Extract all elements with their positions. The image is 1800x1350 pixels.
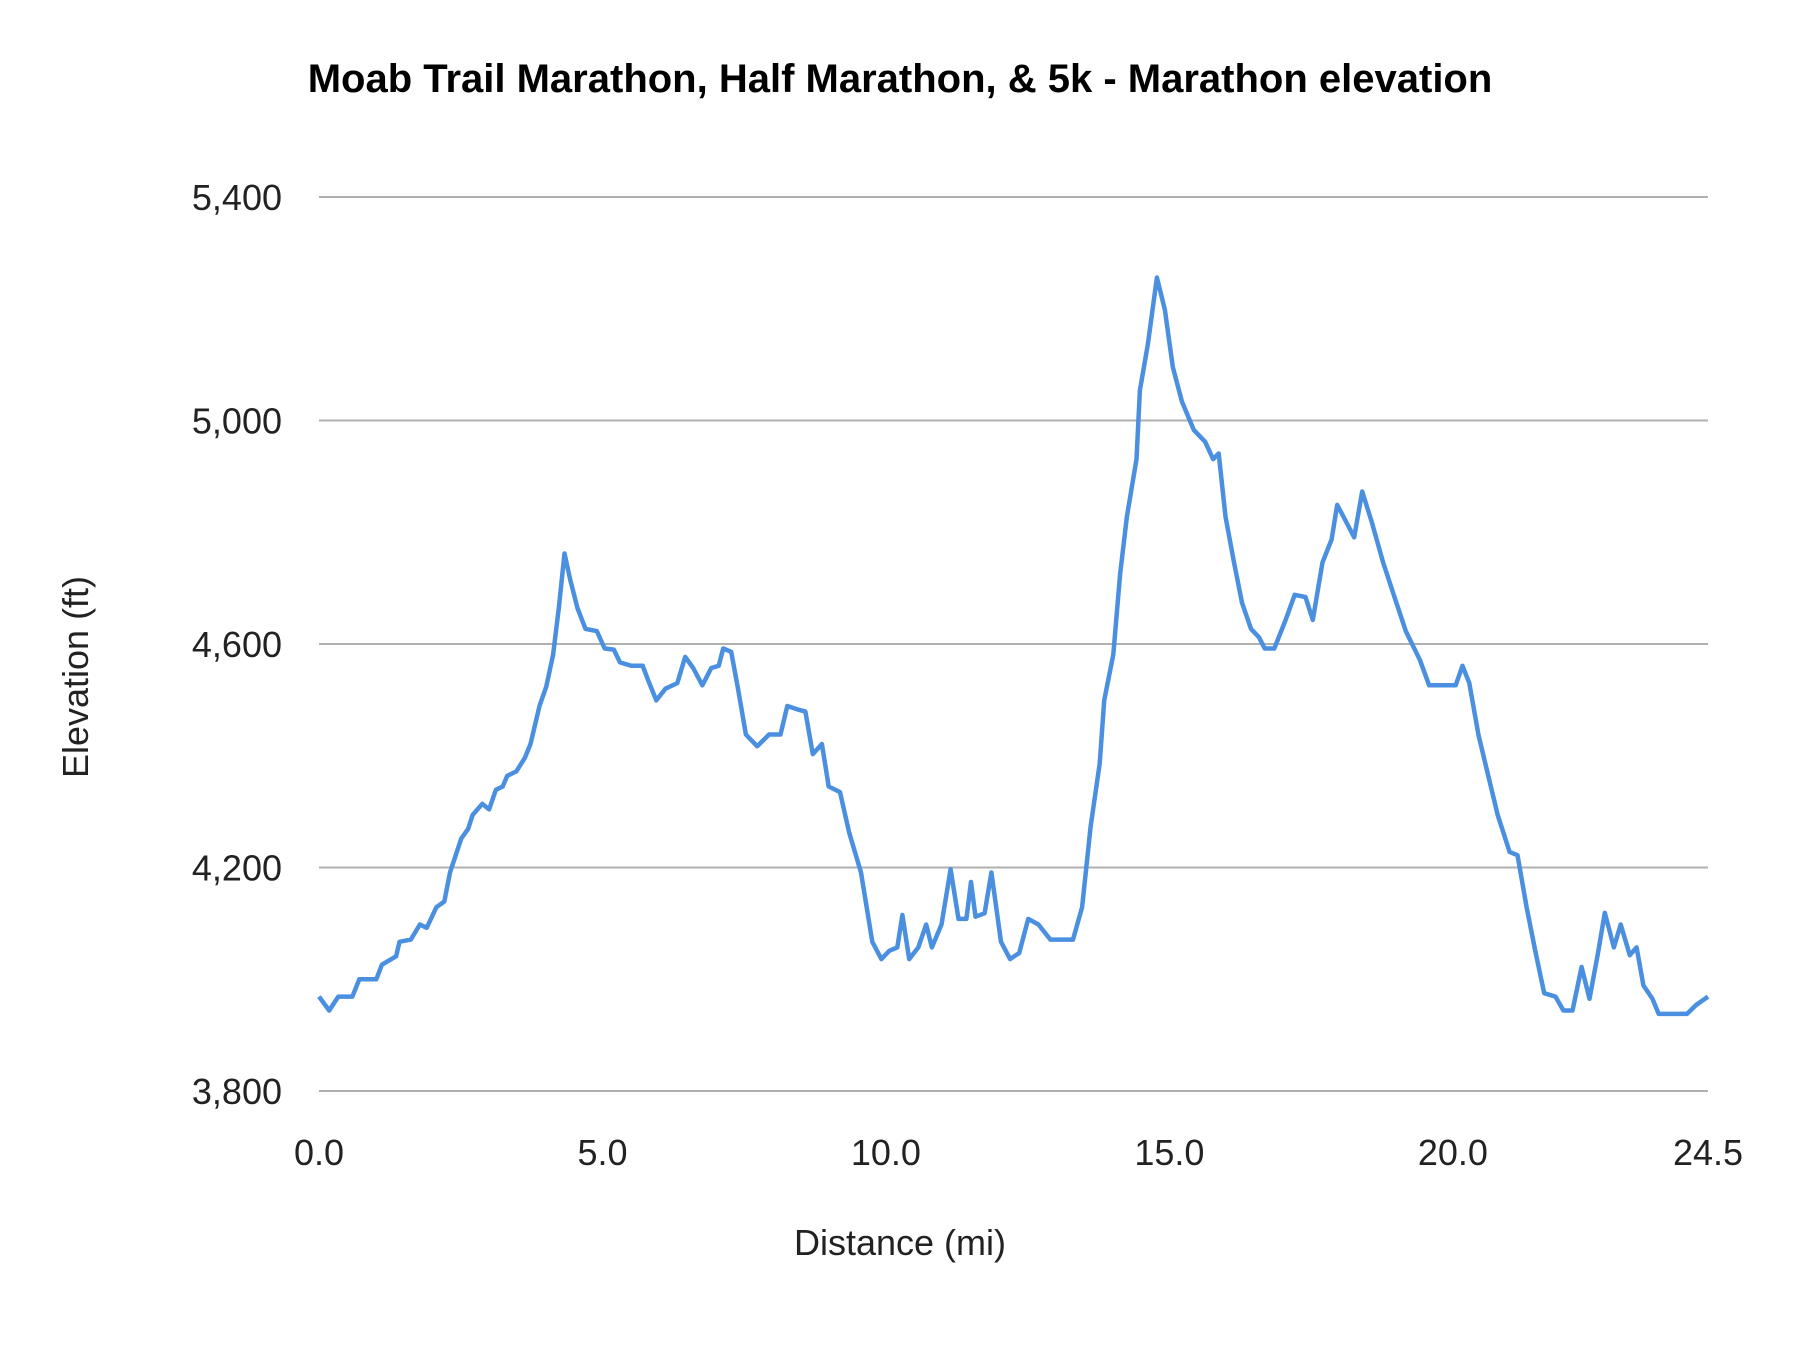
y-axis-ticks: 3,800 4,200 4,600 5,000 5,400 xyxy=(192,177,282,1112)
y-tick-label: 5,000 xyxy=(192,401,282,442)
x-tick-label: 0.0 xyxy=(294,1132,344,1173)
y-tick-label: 4,600 xyxy=(192,624,282,665)
x-tick-label: 5.0 xyxy=(577,1132,627,1173)
elevation-line xyxy=(317,275,1710,1017)
chart-title: Moab Trail Marathon, Half Marathon, & 5k… xyxy=(308,57,1493,101)
x-tick-label: 24.5 xyxy=(1673,1132,1743,1173)
x-tick-label: 10.0 xyxy=(851,1132,921,1173)
x-axis-title: Distance (mi) xyxy=(794,1222,1006,1263)
y-tick-label: 5,400 xyxy=(192,177,282,218)
x-axis-ticks: 0.0 5.0 10.0 15.0 20.0 24.5 xyxy=(294,1132,1743,1173)
y-axis-title: Elevation (ft) xyxy=(55,576,96,778)
x-tick-label: 20.0 xyxy=(1418,1132,1488,1173)
y-tick-label: 4,200 xyxy=(192,848,282,889)
gridlines xyxy=(319,196,1708,1092)
x-tick-label: 15.0 xyxy=(1134,1132,1204,1173)
y-tick-label: 3,800 xyxy=(192,1071,282,1112)
